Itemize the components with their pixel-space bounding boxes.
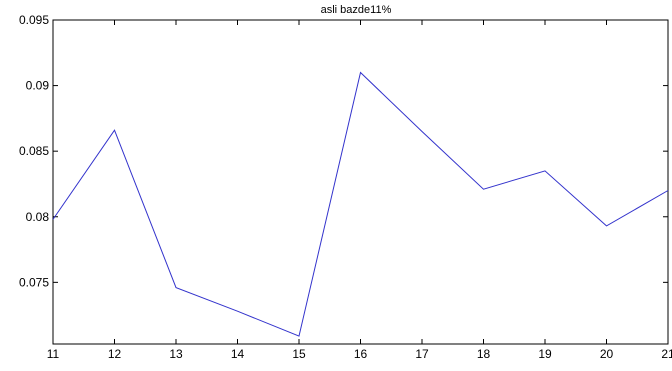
plot-area-frame xyxy=(52,19,669,345)
series-line xyxy=(52,71,669,337)
y-tick-label: 0.095 xyxy=(19,13,49,27)
series-layer xyxy=(52,71,669,337)
x-tick-label: 15 xyxy=(292,347,306,361)
x-tick-label: 18 xyxy=(477,347,491,361)
x-tick-label: 12 xyxy=(108,347,122,361)
x-tick-label: 16 xyxy=(354,347,368,361)
y-axis: 0.075 0.08 0.085 0.09 0.095 xyxy=(19,13,668,289)
y-tick-label: 0.075 xyxy=(19,275,49,289)
x-tick-label: 19 xyxy=(538,347,552,361)
x-tick-label: 17 xyxy=(415,347,429,361)
y-tick-label: 0.09 xyxy=(26,79,50,93)
chart-title: asli bazde11% xyxy=(321,4,392,16)
y-tick-label: 0.085 xyxy=(19,144,49,158)
x-tick-label: 13 xyxy=(169,347,183,361)
x-tick-label: 11 xyxy=(47,347,60,361)
x-tick-label: 14 xyxy=(231,347,245,361)
y-tick-label: 0.08 xyxy=(26,210,50,224)
x-tick-label: 21 xyxy=(661,347,672,361)
x-axis: 11 12 13 14 15 16 17 18 19 20 21 xyxy=(47,20,672,361)
x-tick-label: 20 xyxy=(600,347,614,361)
